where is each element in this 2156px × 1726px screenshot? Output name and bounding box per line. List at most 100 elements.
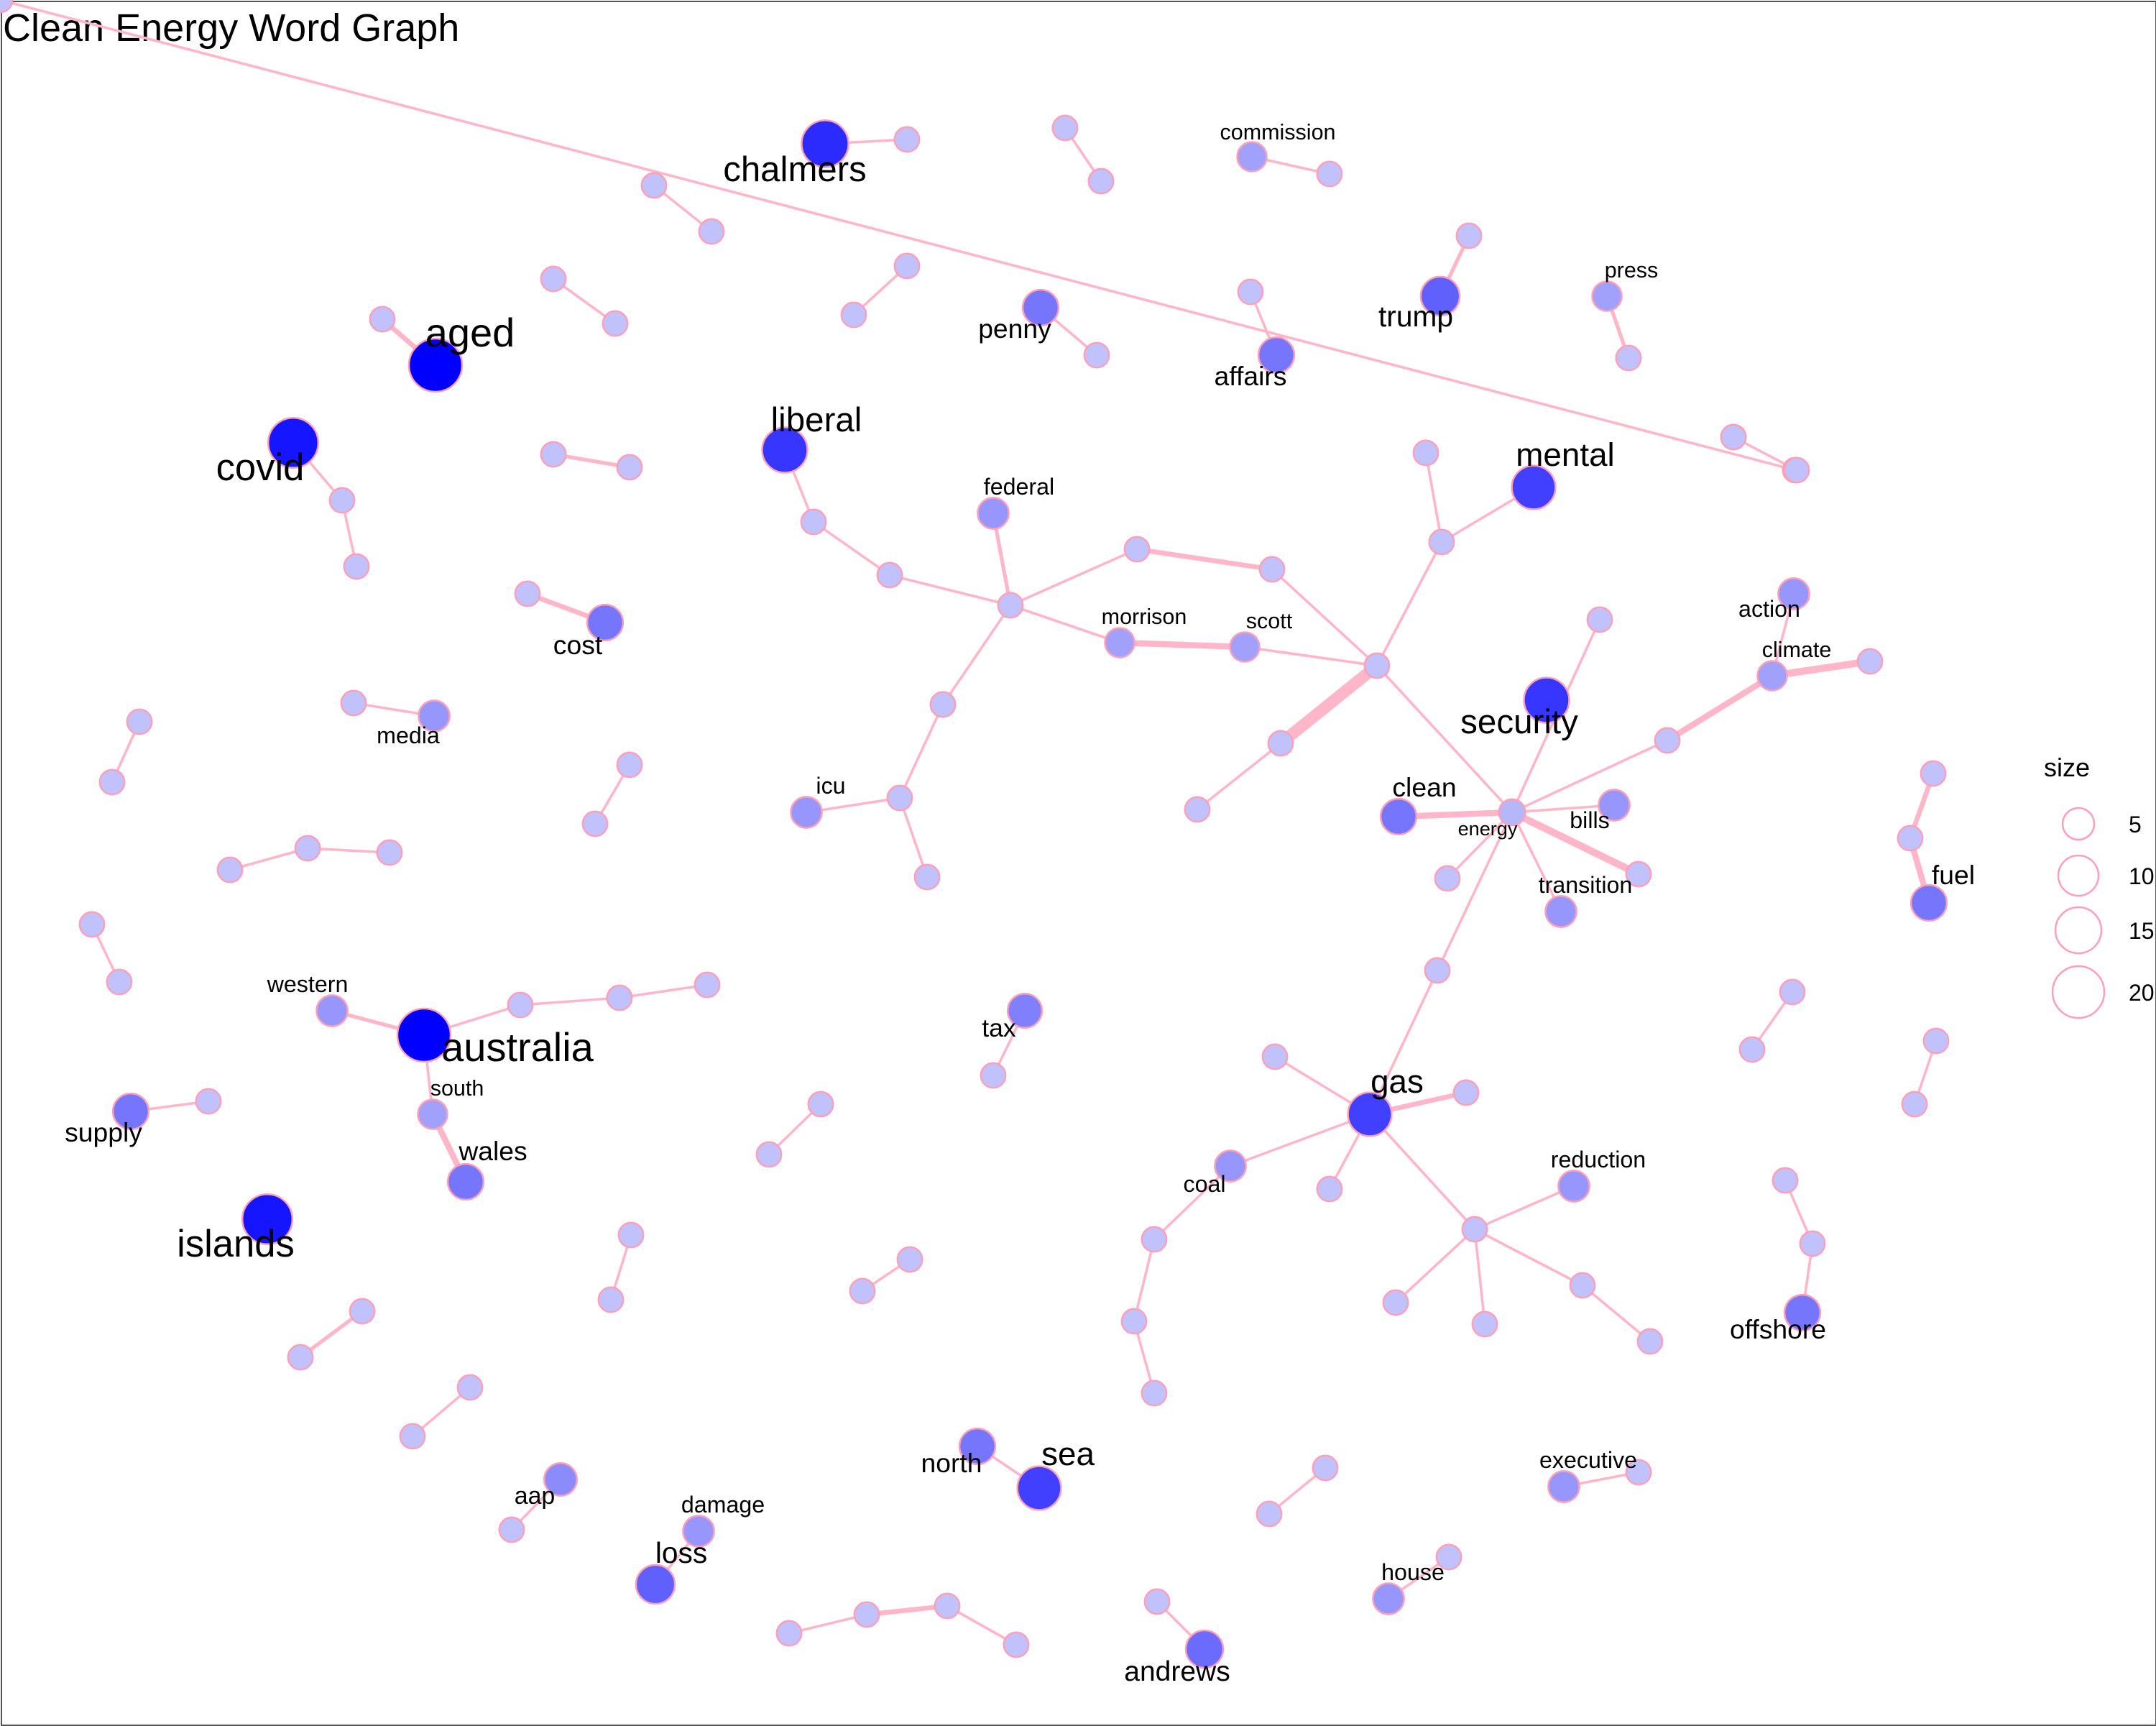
graph-node-climate bbox=[1756, 660, 1788, 692]
node-label-morrison: morrison bbox=[1102, 605, 1187, 629]
graph-node-n1190 bbox=[1625, 860, 1652, 888]
node-label-mental: mental bbox=[1516, 436, 1614, 473]
node-label-offshore: offshore bbox=[1730, 1314, 1826, 1344]
graph-node-n1052 bbox=[1434, 865, 1461, 892]
label-layer: chalmers commission penny affairs trump press… bbox=[65, 120, 1975, 1687]
node-label-wales: wales bbox=[458, 1136, 527, 1166]
graph-node-aap bbox=[543, 1462, 578, 1497]
graph-node-federal bbox=[977, 497, 1010, 530]
node-label-penny: penny bbox=[978, 313, 1051, 344]
graph-node-m1 bbox=[807, 1091, 834, 1118]
graph-node-n1392 bbox=[1901, 1091, 1928, 1118]
node-label-bills: bills bbox=[1570, 807, 1609, 833]
graph-edge-hub3-n1014 bbox=[1394, 1228, 1476, 1304]
graph-node-press bbox=[1591, 280, 1623, 312]
node-label-south: south bbox=[430, 1076, 484, 1101]
graph-edge-energy-n1044 bbox=[1436, 811, 1514, 972]
graph-node-c1 bbox=[893, 252, 921, 280]
graph-node-v4 bbox=[1003, 1631, 1030, 1658]
graph-node-n838 bbox=[1141, 1226, 1168, 1253]
graph-node-a2 bbox=[1087, 167, 1115, 195]
graph-node-media bbox=[418, 699, 451, 733]
graph-node-n1200 bbox=[1636, 1328, 1664, 1355]
graph-node-n1080 bbox=[1471, 1310, 1498, 1338]
graph-edge-n1150-n1200 bbox=[1581, 1284, 1651, 1343]
graph-edge-hub1-morrison bbox=[1009, 604, 1121, 644]
node-label-icu: icu bbox=[816, 773, 845, 799]
graph-node-t1 bbox=[456, 1374, 484, 1401]
graph-edge-au2-au3 bbox=[519, 996, 621, 1006]
graph-node-cs1 bbox=[514, 580, 541, 607]
graph-edge-n1044-gas bbox=[1368, 969, 1439, 1116]
graph-node-n1162 bbox=[1586, 606, 1613, 633]
graph-node-wales bbox=[446, 1162, 485, 1201]
graph-edge-hub2-n930 bbox=[1274, 659, 1383, 750]
node-label-trump: trump bbox=[1378, 300, 1453, 333]
graph-node-transition bbox=[1544, 895, 1577, 928]
graph-node-h1 bbox=[1720, 423, 1747, 451]
graph-node-damage bbox=[682, 1515, 715, 1548]
node-label-action: action bbox=[1738, 596, 1800, 622]
graph-edge-morrison-scott bbox=[1116, 639, 1248, 651]
node-label-supply: supply bbox=[65, 1117, 142, 1147]
graph-node-executive bbox=[1547, 1470, 1580, 1503]
graph-edge-coal-n838 bbox=[1153, 1165, 1232, 1241]
node-label-coal: coal bbox=[1183, 1171, 1225, 1197]
node-label-federal: federal bbox=[984, 474, 1054, 500]
graph-edge-climate-cl3 bbox=[1769, 658, 1874, 679]
graph-node-bills bbox=[1598, 789, 1631, 822]
node-label-islands: islands bbox=[177, 1223, 295, 1265]
node-label-transition: transition bbox=[1539, 872, 1633, 898]
graph-node-chalmers bbox=[801, 119, 849, 168]
graph-node-cl3 bbox=[1856, 648, 1884, 675]
graph-edge-n924-hub2 bbox=[1271, 568, 1378, 667]
node-label-clean: clean bbox=[1392, 772, 1456, 802]
graph-node-north bbox=[958, 1427, 997, 1466]
graph-node-a1 bbox=[1051, 114, 1079, 142]
graph-node-o2 bbox=[1799, 1230, 1826, 1257]
graph-node-i2 bbox=[98, 768, 126, 796]
graph-node-n1274 bbox=[1738, 1036, 1766, 1063]
graph-node-d1 bbox=[540, 265, 567, 293]
node-label-australia: australia bbox=[441, 1024, 594, 1070]
graph-node-c2 bbox=[840, 301, 867, 329]
graph-node-n674 bbox=[913, 863, 941, 891]
graph-node-j2 bbox=[581, 810, 609, 837]
graph-node-sea bbox=[1016, 1465, 1062, 1511]
graph-node-l2 bbox=[106, 968, 133, 996]
graph-node-morrison bbox=[1104, 627, 1135, 658]
graph-node-e1 bbox=[540, 441, 567, 468]
graph-edge-energy-n1190 bbox=[1508, 809, 1642, 878]
graph-node-s2 bbox=[287, 1344, 314, 1371]
graph-node-clean bbox=[1379, 797, 1418, 836]
graph-edge-k2-k3 bbox=[306, 847, 391, 854]
node-label-loss: loss bbox=[655, 1536, 707, 1569]
graph-node-australia bbox=[396, 1007, 452, 1063]
graph-node-n1066 bbox=[1452, 1079, 1480, 1106]
node-label-gas: gas bbox=[1370, 1063, 1424, 1100]
graph-node-ag1 bbox=[369, 306, 396, 333]
graph-edge-hub3-n1080 bbox=[1473, 1228, 1486, 1326]
graph-node-cm2 bbox=[1316, 160, 1343, 188]
graph-node-n966 bbox=[1316, 1175, 1343, 1203]
graph-node-hs2 bbox=[1435, 1543, 1462, 1571]
graph-node-n826 bbox=[1123, 536, 1151, 563]
node-label-aap: aap bbox=[515, 1482, 556, 1510]
graph-node-mental bbox=[1511, 464, 1557, 510]
graph-node-n654 bbox=[886, 784, 913, 812]
graph-edge-hub3-n1150 bbox=[1473, 1228, 1584, 1287]
graph-node-covid bbox=[267, 416, 320, 469]
graph-node-lb2 bbox=[876, 561, 903, 589]
graph-node-r2 bbox=[849, 1277, 876, 1305]
graph-node-r1 bbox=[896, 1246, 923, 1273]
graph-node-an1 bbox=[1143, 1588, 1171, 1615]
graph-node-western bbox=[315, 994, 349, 1027]
graph-node-tx2 bbox=[980, 1062, 1007, 1089]
graph-node-s1 bbox=[349, 1298, 376, 1325]
graph-node-trump bbox=[1419, 275, 1461, 317]
graph-node-n1304 bbox=[1779, 978, 1806, 1006]
graph-edge-g1-g2 bbox=[0, 0, 1797, 472]
graph-node-action bbox=[1777, 577, 1810, 610]
graph-node-hub2 bbox=[1363, 652, 1391, 679]
